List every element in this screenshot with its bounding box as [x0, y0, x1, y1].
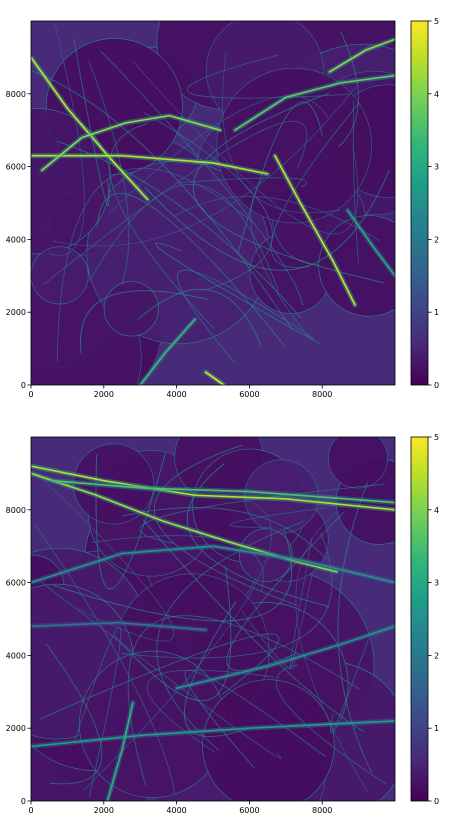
ridge-8 [31, 621, 207, 631]
colorbar-tick-label: 2 [434, 235, 439, 244]
colorbar-tick-label: 3 [434, 163, 439, 172]
colorbar: 0 1 2 3 4 5 [410, 433, 439, 806]
colorbar-tick-label: 5 [434, 433, 439, 442]
y-tick-label: 0 [21, 381, 26, 390]
y-tick-label: 8000 [6, 90, 26, 99]
x-tick-label: 8000 [312, 806, 332, 815]
x-tick-label: 6000 [239, 806, 259, 815]
colorbar-tick-label: 2 [434, 651, 439, 660]
colorbar-gradient [410, 20, 429, 386]
colorbar-tick-label: 4 [434, 506, 439, 515]
x-tick-label: 4000 [166, 806, 186, 815]
ridge-3 [41, 114, 222, 172]
ridge-7 [139, 318, 196, 385]
ridge-8 [204, 371, 225, 385]
ridge-9 [346, 209, 395, 277]
x-tick-label: 8000 [312, 390, 332, 399]
caustic-texture [31, 437, 395, 801]
ridge-1 [31, 465, 395, 511]
ridge-5 [234, 74, 395, 131]
axes-frame [30, 20, 396, 386]
ridge-6 [175, 625, 395, 689]
y-tick-label: 8000 [6, 506, 26, 515]
x-tick-label: 4000 [166, 390, 186, 399]
x-tick-label: 6000 [239, 390, 259, 399]
ridge-4 [31, 545, 395, 584]
heatmap-image [31, 21, 395, 385]
ridge-2 [31, 154, 269, 175]
ridge-6 [328, 38, 395, 73]
y-tick-label: 4000 [6, 651, 26, 660]
ridge-3 [52, 479, 395, 504]
heatmap-panel-2: 0 2000 4000 6000 8000 0 2000 4000 6000 8000 0 1 2 3 4 5 [6, 433, 439, 815]
ridge-5 [31, 720, 395, 748]
ridge-2 [31, 472, 338, 573]
ridge-4 [274, 154, 356, 306]
y-tick-label: 0 [21, 797, 26, 806]
ridge-7 [106, 701, 134, 801]
ridge-1 [31, 56, 149, 201]
caustic-texture [31, 21, 395, 385]
y-tick-label: 6000 [6, 163, 26, 172]
x-tick-label: 0 [28, 390, 33, 399]
heatmap-image [31, 437, 395, 801]
x-tick-label: 2000 [94, 806, 114, 815]
y-tick-label: 2000 [6, 724, 26, 733]
colorbar-gradient [410, 436, 429, 802]
colorbar-tick-label: 0 [434, 381, 439, 390]
x-tick-label: 2000 [94, 390, 114, 399]
colorbar: 0 1 2 3 4 5 [410, 17, 439, 390]
colorbar-tick-label: 3 [434, 579, 439, 588]
colorbar-tick-label: 1 [434, 724, 439, 733]
colorbar-tick-label: 0 [434, 797, 439, 806]
colorbar-tick-label: 4 [434, 90, 439, 99]
colorbar-tick-label: 1 [434, 308, 439, 317]
heatmap-panel-1: 0 2000 4000 6000 8000 0 2000 4000 6000 8000 0 1 2 3 4 5 [6, 17, 439, 399]
y-tick-label: 6000 [6, 579, 26, 588]
y-tick-label: 4000 [6, 235, 26, 244]
y-tick-label: 2000 [6, 308, 26, 317]
colorbar-tick-label: 5 [434, 17, 439, 26]
axes-frame [30, 436, 396, 802]
x-tick-label: 0 [28, 806, 33, 815]
